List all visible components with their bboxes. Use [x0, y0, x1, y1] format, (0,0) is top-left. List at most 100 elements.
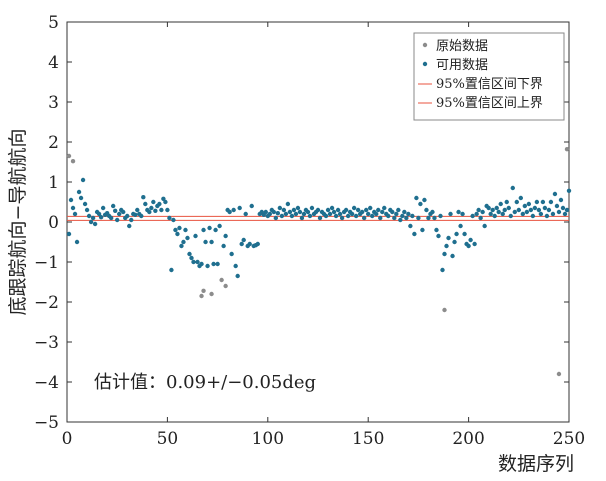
usable-data-point [199, 261, 204, 267]
usable-data-point [301, 211, 307, 217]
usable-data-point [235, 273, 240, 279]
usable-data-point [366, 211, 371, 217]
usable-data-point [187, 251, 192, 257]
usable-data-point [564, 207, 570, 213]
usable-data-point [438, 213, 443, 219]
usable-data-points [66, 177, 572, 279]
usable-data-point [147, 209, 152, 215]
usable-data-point [476, 207, 481, 213]
usable-data-point [418, 201, 423, 207]
usable-data-point [526, 201, 532, 207]
usable-data-point [309, 205, 315, 211]
usable-data-point [382, 205, 387, 211]
usable-data-point [466, 243, 471, 249]
usable-data-point [524, 209, 530, 215]
usable-data-point [275, 211, 281, 216]
usable-data-point [550, 211, 556, 217]
estimate-annotation: 估计值：0.09+/−0.05deg [94, 372, 316, 393]
y-tick-label: 5 [48, 13, 59, 33]
usable-data-point [414, 195, 419, 201]
usable-data-point [153, 208, 158, 213]
usable-data-point [363, 207, 369, 213]
usable-data-point [349, 211, 355, 217]
usable-data-point [345, 213, 351, 219]
usable-data-point [518, 195, 524, 201]
usable-data-point [430, 209, 435, 215]
usable-data-point [548, 199, 554, 205]
usable-data-point [410, 213, 415, 219]
usable-data-point [339, 215, 345, 221]
usable-data-point [96, 211, 102, 217]
usable-data-point [289, 213, 295, 219]
usable-data-point [139, 213, 144, 219]
usable-data-point [412, 231, 417, 237]
usable-data-point [68, 197, 74, 203]
usable-data-point [396, 207, 401, 213]
usable-data-point [402, 209, 407, 215]
usable-data-point [351, 205, 357, 211]
usable-data-point [488, 211, 493, 217]
usable-data-point [353, 213, 359, 219]
y-axis-ticks: −5 −4 −3 −2 −1 0 1 2 3 4 5 [34, 13, 569, 433]
usable-data-point [98, 215, 104, 220]
raw-data-point [442, 307, 447, 313]
usable-data-point [183, 227, 188, 233]
usable-data-point [424, 207, 429, 213]
usable-data-point [408, 223, 413, 229]
usable-data-point [80, 177, 86, 183]
usable-data-point [329, 205, 335, 211]
usable-data-point [299, 215, 305, 221]
usable-data-point [538, 211, 544, 217]
usable-data-point [498, 201, 503, 207]
usable-data-point [546, 207, 552, 213]
usable-data-point [552, 191, 558, 197]
legend-box [413, 32, 565, 121]
usable-data-point [343, 207, 349, 213]
raw-data-point [209, 291, 214, 297]
usable-data-point [462, 231, 467, 237]
usable-data-point [293, 211, 299, 217]
usable-data-point [215, 261, 220, 267]
usable-data-point [179, 243, 184, 249]
x-tick-label: 150 [352, 429, 384, 449]
usable-data-point [82, 201, 88, 207]
confidence-lines [67, 215, 569, 221]
usable-data-point [472, 241, 477, 247]
usable-data-point [400, 213, 405, 219]
usable-data-point [416, 215, 421, 221]
usable-data-point [291, 207, 297, 213]
usable-data-point [227, 209, 232, 215]
y-tick-label: −1 [34, 253, 59, 273]
raw-data-point [70, 159, 76, 164]
usable-data-point [460, 211, 465, 217]
y-tick-label: 3 [48, 93, 59, 113]
usable-data-point [398, 217, 403, 223]
usable-data-point [492, 213, 497, 219]
legend-marker-usable [422, 61, 428, 67]
y-tick-label: 0 [48, 213, 59, 233]
usable-data-point [223, 233, 228, 239]
x-tick-label: 50 [157, 429, 179, 449]
usable-data-point [560, 205, 566, 211]
y-tick-label: −4 [34, 373, 59, 393]
usable-data-point [446, 235, 451, 241]
usable-data-point [394, 211, 399, 217]
usable-data-point [193, 233, 198, 239]
usable-data-point [512, 209, 517, 215]
usable-data-point [504, 199, 509, 205]
usable-data-point [125, 213, 130, 219]
usable-data-point [506, 205, 511, 211]
usable-data-point [528, 207, 534, 213]
usable-data-point [361, 215, 367, 221]
usable-data-point [129, 217, 134, 223]
legend-label-raw: 原始数据 [436, 39, 488, 54]
usable-data-point [474, 211, 479, 217]
x-tick-label: 200 [452, 429, 484, 449]
usable-data-point [163, 199, 168, 205]
usable-data-point [434, 227, 439, 233]
usable-data-point [88, 219, 94, 225]
usable-data-point [496, 209, 501, 215]
usable-data-point [480, 209, 485, 215]
usable-data-point [231, 207, 236, 213]
